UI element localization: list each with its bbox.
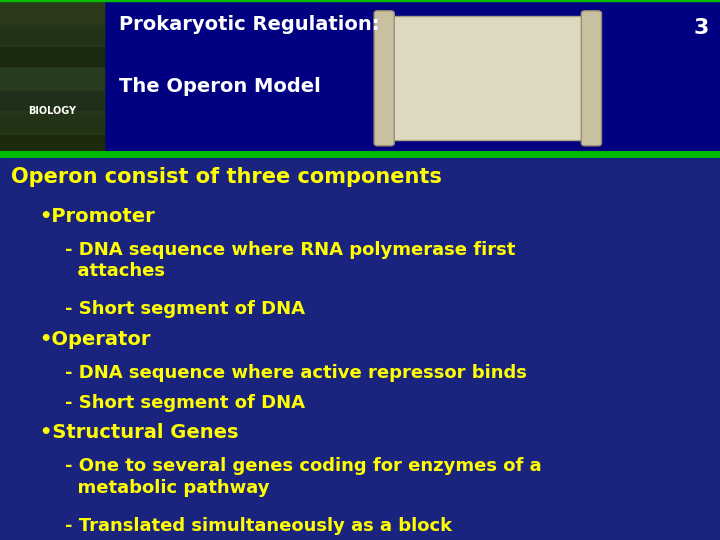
Text: - DNA sequence where active repressor binds: - DNA sequence where active repressor bi… — [65, 364, 526, 382]
Bar — [0, 0, 104, 154]
FancyBboxPatch shape — [374, 11, 395, 146]
Text: •Promoter: •Promoter — [40, 207, 156, 226]
Text: - Short segment of DNA: - Short segment of DNA — [65, 300, 305, 318]
Bar — [0, 3, 104, 22]
Bar — [0, 0, 720, 154]
Text: Prokaryotic Regulation:: Prokaryotic Regulation: — [119, 15, 379, 35]
FancyBboxPatch shape — [581, 11, 601, 146]
Text: •Operator: •Operator — [40, 330, 151, 349]
Text: BIOLOGY: BIOLOGY — [29, 106, 76, 116]
FancyBboxPatch shape — [382, 16, 594, 140]
Text: - Translated simultaneously as a block: - Translated simultaneously as a block — [65, 517, 452, 535]
Text: Operon consist of three components: Operon consist of three components — [11, 167, 441, 187]
Text: The Operon Model: The Operon Model — [119, 77, 320, 97]
Text: •Structural Genes: •Structural Genes — [40, 423, 238, 442]
Text: - DNA sequence where RNA polymerase first
  attaches: - DNA sequence where RNA polymerase firs… — [65, 241, 516, 280]
Text: - Short segment of DNA: - Short segment of DNA — [65, 394, 305, 411]
Text: - One to several genes coding for enzymes of a
  metabolic pathway: - One to several genes coding for enzyme… — [65, 457, 541, 497]
Bar — [0, 47, 104, 66]
Bar — [0, 25, 104, 44]
Text: 3: 3 — [694, 18, 709, 38]
Bar — [0, 69, 104, 88]
Bar — [0, 91, 104, 110]
Bar — [0, 134, 104, 154]
Bar — [0, 113, 104, 132]
